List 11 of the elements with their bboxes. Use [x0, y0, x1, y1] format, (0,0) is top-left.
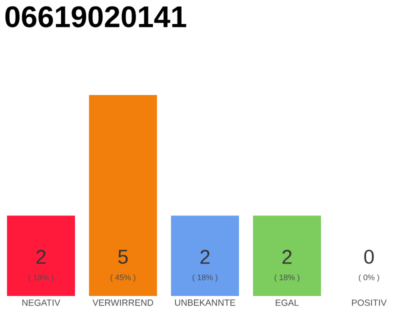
data-label: 2 — [282, 250, 292, 264]
x-tick-label: NEGATIV — [22, 300, 60, 306]
x-tick-label: EGAL — [276, 300, 299, 306]
data-label: 2 — [36, 250, 46, 264]
data-label: 2 — [200, 250, 210, 264]
data-label: 0 — [364, 250, 374, 264]
chart-title: 06619020141 — [5, 6, 186, 28]
x-tick-label: VERWIRREND — [92, 300, 154, 306]
x-tick-label: UNBEKANNTE — [175, 300, 236, 306]
data-label: 5 — [118, 250, 128, 264]
x-tick-label: POSITIV — [352, 300, 387, 306]
